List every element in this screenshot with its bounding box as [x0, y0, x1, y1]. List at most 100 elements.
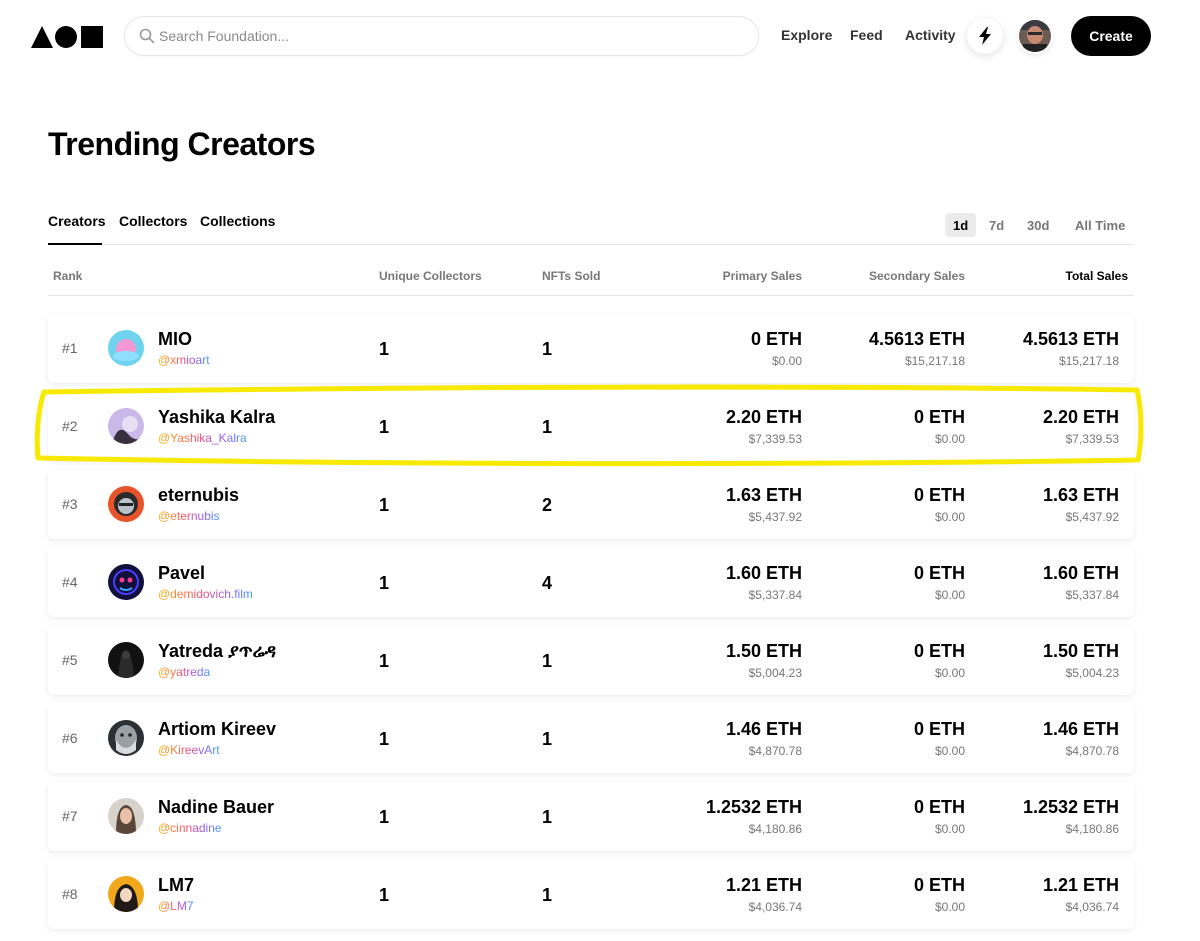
table-row[interactable]: #3 eternubis @eternubis 1 2 1.63 ETH $5,…	[48, 469, 1134, 539]
table-row[interactable]: #7 Nadine Bauer @cinnadine 1 1 1.2532 ET…	[48, 781, 1134, 851]
creator-handle[interactable]: @Yashika_Kalra	[158, 431, 247, 445]
creator-handle[interactable]: @demidovich.film	[158, 587, 253, 601]
creator-name[interactable]: Nadine Bauer	[158, 797, 275, 817]
rank-label: #5	[62, 652, 78, 668]
unique-collectors-value: 1	[379, 495, 390, 515]
total-sales-eth: 1.2532 ETH	[1022, 797, 1119, 817]
primary-sales-eth: 1.50 ETH	[725, 641, 802, 661]
primary-sales-usd: $5,004.23	[748, 666, 802, 680]
table-row[interactable]: #8 LM7 @LM7 1 1 1.21 ETH $4,036.74 0 ETH…	[48, 859, 1134, 929]
unique-collectors-value: 1	[379, 339, 390, 359]
rank-label: #1	[62, 340, 78, 356]
table-row[interactable]: #4 Pavel @demidovich.film 1 4 1.60 ETH $…	[48, 547, 1134, 617]
total-sales-eth: 1.50 ETH	[1042, 641, 1119, 661]
primary-sales-usd: $4,870.78	[748, 744, 802, 758]
column-header-rank: Rank	[53, 269, 83, 283]
nfts-sold-value: 1	[542, 729, 553, 749]
creator-handle[interactable]: @KireevArt	[158, 743, 220, 757]
primary-sales-usd: $4,180.86	[748, 822, 802, 836]
nav-feed-link[interactable]: Feed	[850, 27, 883, 43]
tab-collections[interactable]: Collections	[200, 213, 276, 229]
total-sales-eth: 4.5613 ETH	[1022, 329, 1119, 349]
nav-activity-link[interactable]: Activity	[905, 27, 956, 43]
secondary-sales-eth: 0 ETH	[913, 719, 965, 739]
rank-label: #4	[62, 574, 78, 590]
secondary-sales-eth: 0 ETH	[913, 485, 965, 505]
column-header-secondary-sales[interactable]: Secondary Sales	[868, 269, 965, 283]
create-button[interactable]: Create	[1071, 16, 1151, 56]
creator-handle[interactable]: @eternubis	[158, 509, 220, 523]
search-bar[interactable]	[124, 16, 759, 56]
primary-sales-eth: 0 ETH	[750, 329, 802, 349]
primary-sales-usd: $7,339.53	[748, 432, 802, 446]
secondary-sales-usd: $0.00	[934, 666, 965, 680]
total-sales-usd: $4,036.74	[1065, 900, 1119, 914]
creator-handle[interactable]: @yatreda	[158, 665, 211, 679]
creator-name[interactable]: MIO	[158, 329, 192, 349]
column-header-total-sales[interactable]: Total Sales	[1065, 269, 1128, 283]
search-icon	[139, 28, 155, 44]
column-header-nfts-sold[interactable]: NFTs Sold	[542, 269, 601, 283]
unique-collectors-value: 1	[379, 807, 390, 827]
secondary-sales-usd: $15,217.18	[904, 354, 965, 368]
period-all-time-button[interactable]: All Time	[1075, 217, 1126, 233]
total-sales-usd: $4,870.78	[1065, 744, 1119, 758]
primary-sales-eth: 1.46 ETH	[725, 719, 802, 739]
total-sales-usd: $5,337.84	[1065, 588, 1119, 602]
secondary-sales-usd: $0.00	[934, 510, 965, 524]
search-input[interactable]	[159, 17, 719, 55]
nfts-sold-value: 1	[542, 417, 553, 437]
secondary-sales-usd: $0.00	[934, 900, 965, 914]
table-row[interactable]: #2 Yashika Kalra @Yashika_Kalra 1 1 2.20…	[48, 391, 1134, 461]
creator-name[interactable]: Yashika Kalra	[158, 407, 276, 427]
primary-sales-eth: 1.63 ETH	[725, 485, 802, 505]
creator-handle[interactable]: @LM7	[158, 899, 194, 913]
period-7d-button[interactable]: 7d	[989, 217, 1005, 233]
creator-name[interactable]: Yatreda ያጥሬዳ	[158, 641, 277, 661]
column-header-primary-sales[interactable]: Primary Sales	[722, 269, 802, 283]
creator-name[interactable]: Artiom Kireev	[158, 719, 277, 739]
primary-sales-usd: $5,437.92	[748, 510, 802, 524]
creator-avatar[interactable]	[108, 408, 144, 444]
table-row[interactable]: #1 MIO @xmioart 1 1 0 ETH $0.00 4.5613 E…	[48, 313, 1134, 383]
nfts-sold-value: 1	[542, 339, 553, 359]
period-30d-button[interactable]: 30d	[1027, 217, 1050, 233]
creator-name[interactable]: Pavel	[158, 563, 206, 583]
nav-explore-link[interactable]: Explore	[781, 27, 833, 43]
top-nav-bar: Explore Feed Activity Create	[0, 0, 1200, 72]
creator-avatar[interactable]	[108, 486, 144, 522]
tab-collectors[interactable]: Collectors	[119, 213, 188, 229]
creator-avatar[interactable]	[108, 876, 144, 912]
period-1d-button[interactable]: 1d	[945, 213, 977, 237]
total-sales-eth: 1.46 ETH	[1042, 719, 1119, 739]
tab-creators[interactable]: Creators	[48, 213, 106, 229]
primary-sales-eth: 1.2532 ETH	[705, 797, 802, 817]
column-header-unique-collectors[interactable]: Unique Collectors	[379, 269, 482, 283]
secondary-sales-usd: $0.00	[934, 822, 965, 836]
secondary-sales-usd: $0.00	[934, 744, 965, 758]
table-row[interactable]: #5 Yatreda ያጥሬዳ @yatreda 1 1 1.50 ETH $5…	[48, 625, 1134, 695]
creator-avatar[interactable]	[108, 564, 144, 600]
creator-name[interactable]: eternubis	[158, 485, 240, 505]
creator-avatar[interactable]	[108, 798, 144, 834]
creator-avatar[interactable]	[108, 330, 144, 366]
total-sales-eth: 1.21 ETH	[1042, 875, 1119, 895]
table-row[interactable]: #6 Artiom Kireev @KireevArt 1 1 1.46 ETH…	[48, 703, 1134, 773]
nfts-sold-value: 1	[542, 885, 553, 905]
secondary-sales-eth: 0 ETH	[913, 407, 965, 427]
foundation-logo[interactable]	[31, 26, 103, 48]
secondary-sales-eth: 0 ETH	[913, 563, 965, 583]
creator-avatar[interactable]	[108, 720, 144, 756]
total-sales-eth: 1.63 ETH	[1042, 485, 1119, 505]
active-tab-indicator	[48, 243, 102, 245]
user-avatar[interactable]	[1019, 20, 1051, 52]
unique-collectors-value: 1	[379, 885, 390, 905]
rank-label: #3	[62, 496, 78, 512]
creator-name[interactable]: LM7	[158, 875, 194, 895]
creator-handle[interactable]: @xmioart	[158, 353, 210, 367]
creator-handle[interactable]: @cinnadine	[158, 821, 222, 835]
primary-sales-eth: 2.20 ETH	[725, 407, 802, 427]
creator-avatar[interactable]	[108, 642, 144, 678]
primary-sales-usd: $4,036.74	[748, 900, 802, 914]
notifications-button[interactable]	[967, 18, 1003, 54]
